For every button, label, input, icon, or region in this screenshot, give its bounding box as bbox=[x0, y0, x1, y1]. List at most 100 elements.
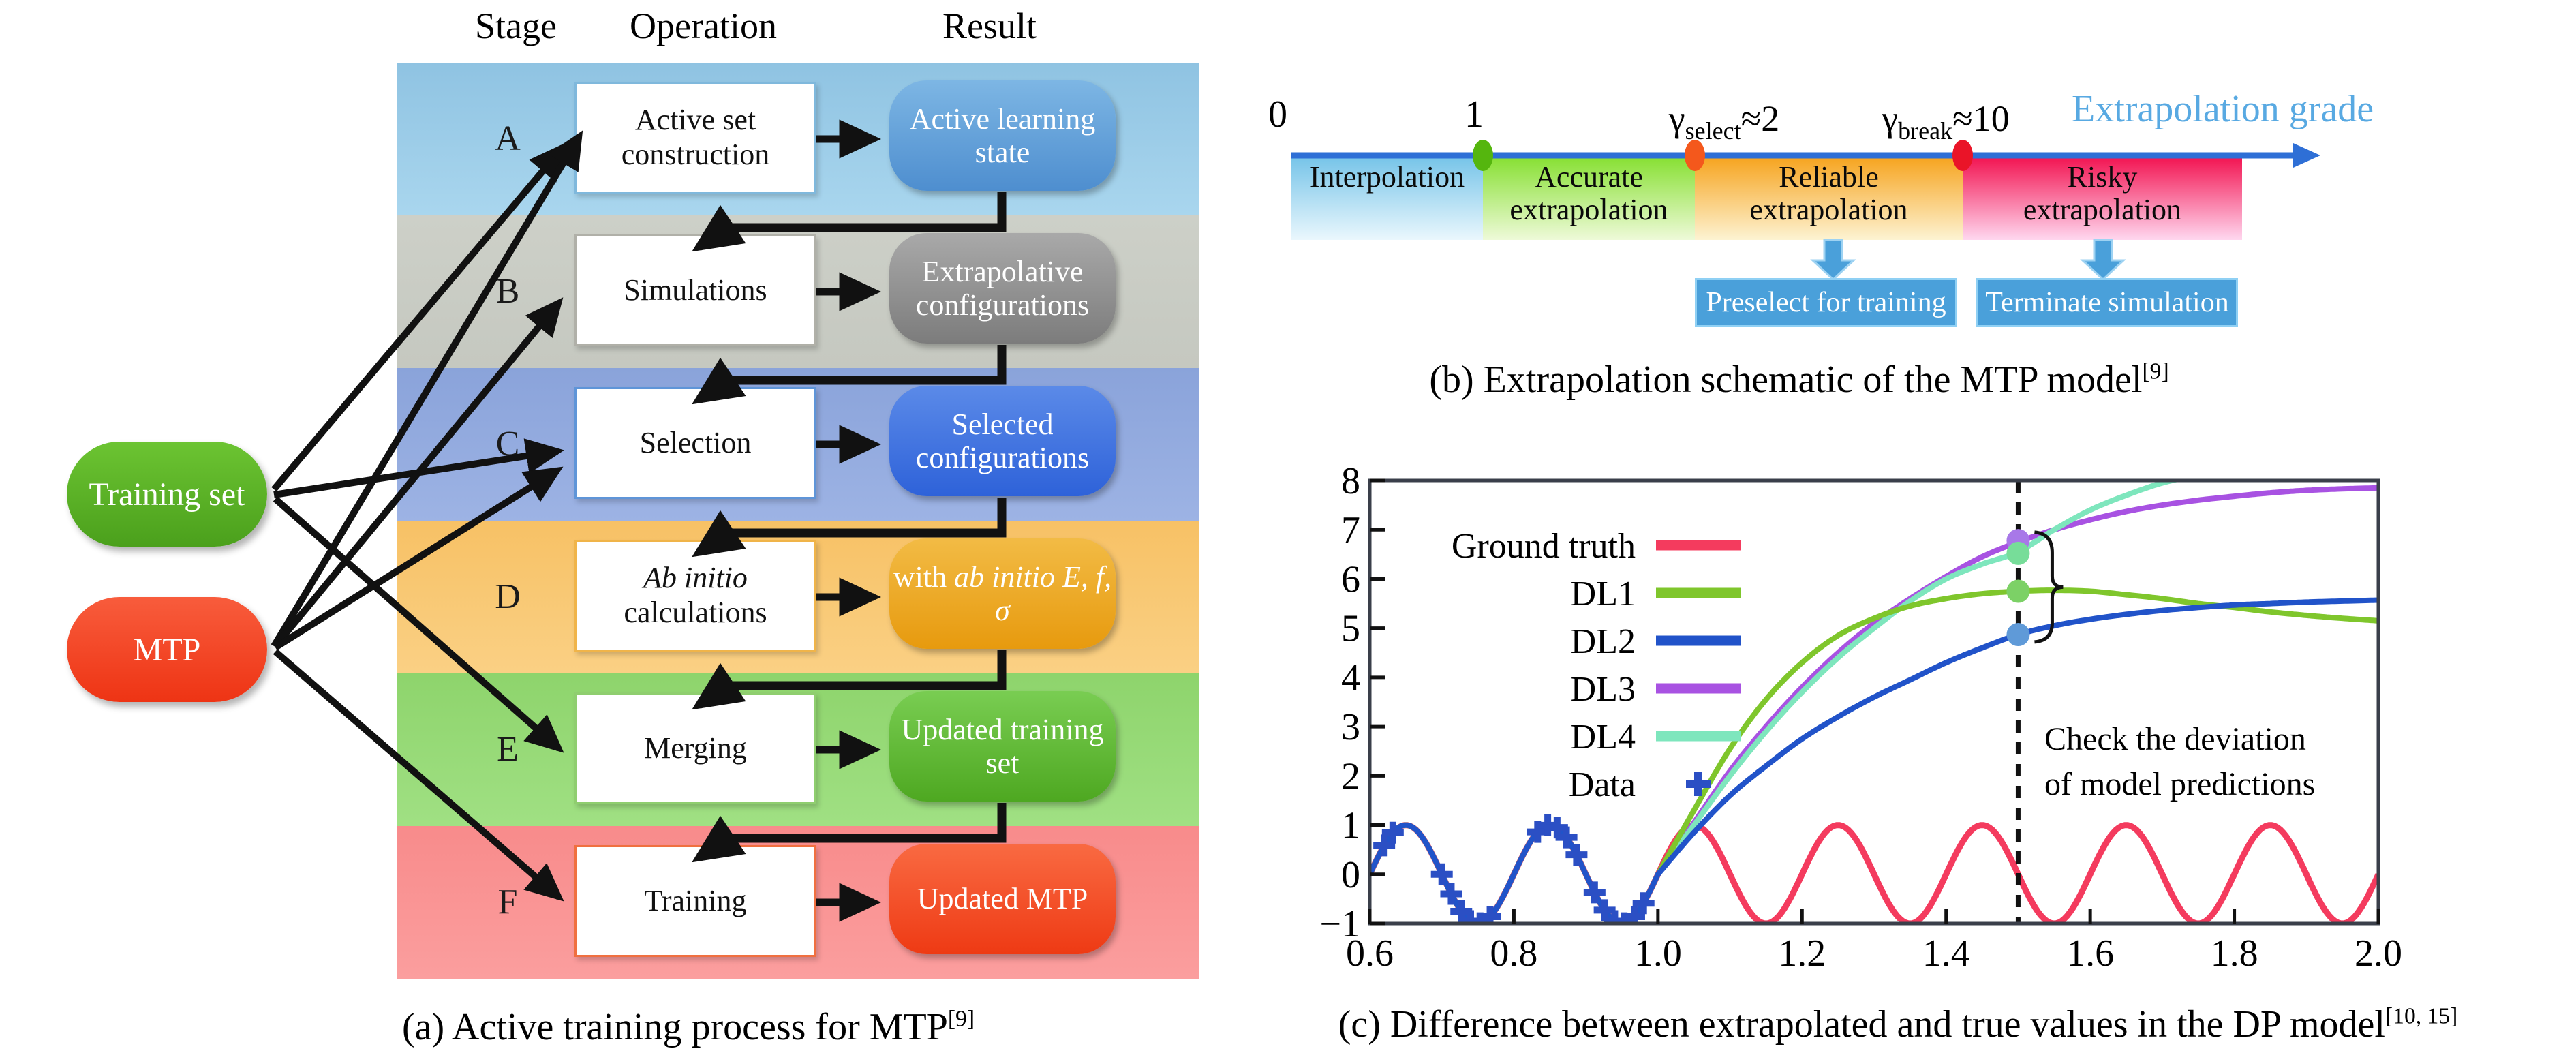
caption-c-text: (c) Difference between extrapolated and … bbox=[1338, 1003, 2385, 1046]
column-header-result: Result bbox=[942, 5, 1037, 46]
plus-marker-icon bbox=[1430, 863, 1453, 885]
arrow-mtp-to-a bbox=[271, 130, 583, 648]
column-header-stage: Stage bbox=[475, 5, 557, 46]
result-label: Updated MTP bbox=[917, 882, 1088, 916]
axis-tick-labels: −1 0 1 2 3 4 5 6 7 8 0.6 0.8 1.0 1.2 1.4 1.6 1.8 2.0 bbox=[1319, 460, 2402, 975]
legend: Ground truth DL1 DL2 DL3 DL4 Data bbox=[1452, 527, 1741, 804]
zone-label-2: extrapolation bbox=[1749, 192, 1908, 226]
zone-label-2: extrapolation bbox=[2023, 192, 2182, 226]
result-box-updated-mtp: Updated MTP bbox=[889, 844, 1116, 954]
column-header-operation: Operation bbox=[630, 5, 777, 46]
zone-interpolation: Interpolation bbox=[1291, 155, 1483, 240]
x-tick-label: 2.0 bbox=[2355, 932, 2402, 975]
legend-label: DL2 bbox=[1571, 622, 1636, 661]
deviation-dot-dl2 bbox=[2006, 623, 2030, 647]
arrow-mtp-to-f bbox=[273, 649, 564, 902]
operation-label: Selection bbox=[639, 425, 752, 459]
input-oval-training-set: Training set bbox=[67, 442, 267, 547]
stage-letter-a: A bbox=[495, 119, 521, 158]
result-label-line1: with ab initio bbox=[893, 560, 1055, 594]
grade-axis-arrowhead-icon bbox=[2293, 143, 2320, 168]
result-box-extrapolative-configurations: Extrapolative configurations bbox=[889, 233, 1116, 344]
check-deviation-annotation: Check the deviation of model predictions bbox=[2044, 721, 2315, 802]
y-tick-label: 0 bbox=[1341, 854, 1360, 896]
zone-accurate-extrapolation: Accurate extrapolation bbox=[1483, 155, 1695, 240]
legend-plus-icon bbox=[1686, 772, 1711, 796]
operation-label: Merging bbox=[644, 731, 747, 765]
grade-tick-1: 1 bbox=[1465, 93, 1484, 136]
grade-tick-0: 0 bbox=[1268, 93, 1287, 136]
plus-marker-icon bbox=[1632, 892, 1655, 915]
mtp-label: MTP bbox=[133, 631, 201, 668]
arrow-trainingset-to-e bbox=[273, 496, 564, 753]
caption-b-ref: [9] bbox=[2142, 358, 2169, 384]
deviation-dot-dl1 bbox=[2006, 579, 2030, 603]
zone-label: Reliable bbox=[1779, 160, 1879, 194]
stage-letter-f: F bbox=[497, 882, 518, 921]
feedback-arrow-e-to-f bbox=[692, 803, 1007, 863]
input-oval-mtp: MTP bbox=[67, 597, 267, 702]
extrapolation-grade-axis-label: Extrapolation grade bbox=[2072, 88, 2374, 130]
result-pre: with bbox=[893, 560, 947, 594]
y-tick-label: 5 bbox=[1341, 608, 1360, 650]
y-tick-label: 8 bbox=[1341, 460, 1360, 502]
plus-marker-icon bbox=[1565, 844, 1588, 866]
curve-ground-truth bbox=[1370, 822, 2378, 924]
plus-marker-icon bbox=[1583, 881, 1606, 904]
plus-marker-icon bbox=[1555, 826, 1578, 849]
feedback-arrow-c-to-d bbox=[692, 498, 1007, 558]
plus-marker-icon bbox=[1479, 905, 1501, 924]
x-tick-label: 0.8 bbox=[1490, 932, 1537, 975]
legend-label: Ground truth bbox=[1452, 527, 1636, 566]
caption-a-ref: [9] bbox=[947, 1006, 975, 1032]
y-tick-label: 7 bbox=[1341, 509, 1360, 551]
marker-dot-1 bbox=[1473, 140, 1493, 171]
action-label: Preselect for training bbox=[1706, 287, 1946, 318]
operation-label-italic: Ab initio bbox=[643, 561, 748, 595]
annotation-line1: Check the deviation bbox=[2044, 721, 2306, 757]
gamma-value: ≈2 bbox=[1741, 98, 1780, 139]
stage-letter-b: B bbox=[495, 271, 520, 311]
zone-risky-extrapolation: Risky extrapolation bbox=[1963, 155, 2242, 240]
caption-a-text: (a) Active training process for MTP bbox=[401, 1006, 948, 1048]
operation-label: Ab initio calculations bbox=[624, 561, 767, 630]
training-set-label: Training set bbox=[89, 476, 245, 513]
gamma-symbol: γ bbox=[1882, 98, 1899, 139]
stage-letter-e: E bbox=[497, 729, 519, 769]
operation-label: Simulations bbox=[624, 273, 767, 307]
gamma-sub: break bbox=[1898, 117, 1953, 144]
operation-label: Active set construction bbox=[621, 103, 770, 171]
action-box-preselect-for-training: Preselect for training bbox=[1695, 278, 1957, 327]
y-tick-label: 4 bbox=[1341, 657, 1360, 699]
plus-marker-icon bbox=[1381, 821, 1404, 844]
caption-panel-a: (a) Active training process for MTP[9] bbox=[245, 1003, 1131, 1051]
result-italic: ab initio bbox=[954, 560, 1056, 594]
operation-box-selection: Selection bbox=[574, 387, 816, 499]
legend-label: DL4 bbox=[1571, 718, 1636, 757]
gamma-value: ≈10 bbox=[1952, 98, 2010, 139]
action-label: Terminate simulation bbox=[1985, 287, 2229, 318]
dp-model-chart: −1 0 1 2 3 4 5 6 7 8 0.6 0.8 1.0 1.2 1.4 1.6 1.8 2.0 Groun… bbox=[1319, 460, 2402, 975]
legend-label: Data bbox=[1569, 765, 1636, 804]
result-math: E, f, σ bbox=[995, 560, 1112, 627]
feedback-arrow-d-to-e bbox=[692, 650, 1007, 710]
operation-label-rest: calculations bbox=[624, 596, 767, 629]
result-box-with-ab-initio: with ab initio E, f, σ bbox=[889, 538, 1116, 649]
result-label: Extrapolative configurations bbox=[915, 254, 1090, 322]
down-arrow-terminate-icon bbox=[2080, 239, 2126, 281]
legend-label: DL1 bbox=[1571, 575, 1636, 613]
y-tick-label: 6 bbox=[1341, 558, 1360, 600]
y-tick-label: 3 bbox=[1341, 706, 1360, 748]
zone-label: Risky bbox=[2067, 160, 2138, 194]
axis-ticks bbox=[1368, 478, 2380, 926]
plot-border bbox=[1368, 478, 2380, 926]
legend-label: DL3 bbox=[1571, 670, 1636, 709]
x-tick-label: 1.6 bbox=[2066, 932, 2114, 975]
arrow-mtp-to-b bbox=[273, 297, 564, 649]
result-label: with ab initio E, f, σ bbox=[889, 560, 1116, 628]
x-tick-label: 1.2 bbox=[1778, 932, 1826, 975]
x-tick-label: 0.6 bbox=[1346, 932, 1394, 975]
arrow-trainingset-to-a bbox=[271, 142, 568, 492]
y-tick-label: 1 bbox=[1341, 805, 1360, 847]
down-arrow-preselect-icon bbox=[1810, 239, 1856, 281]
